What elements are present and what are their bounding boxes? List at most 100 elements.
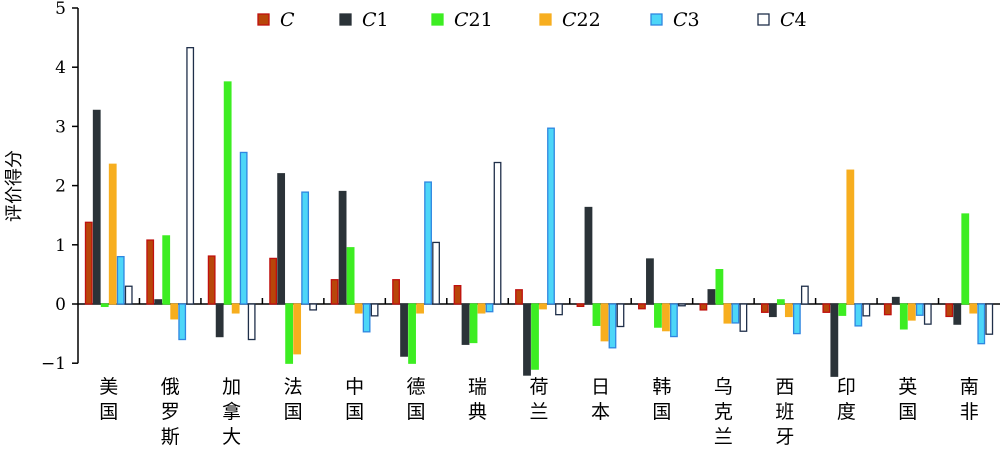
legend-label-main: C [280, 9, 295, 31]
bar-c [945, 303, 954, 318]
bar-c1 [400, 303, 408, 357]
bar-c21 [223, 81, 232, 305]
x-tick-label: 英 [898, 376, 917, 398]
bar-c [822, 303, 831, 313]
bar-c4 [493, 161, 502, 305]
x-tick-label: 国 [99, 401, 118, 423]
bar-c4 [739, 303, 748, 332]
legend-item-c1: C1 [339, 9, 389, 31]
bar-c4 [616, 303, 625, 328]
legend-label: C21 [454, 9, 493, 31]
x-tick-label: 国 [345, 401, 364, 423]
bar-c3 [792, 303, 801, 335]
bar-c [699, 303, 708, 311]
x-tick-label: 乌 [714, 376, 733, 398]
x-tick-label: 印 [837, 376, 856, 398]
bar-c3 [670, 303, 678, 338]
bar-c3 [485, 303, 494, 313]
x-tick-label: 国 [407, 401, 426, 423]
bar-c3 [731, 303, 740, 324]
legend-label-main: C [562, 9, 577, 31]
legend-item-c4: C4 [757, 9, 807, 31]
x-tick-label: 班 [775, 401, 794, 423]
axes: −1012345美国俄罗斯加拿大法国中国德国瑞典荷兰日本韩国乌克兰西班牙印度英国… [41, 0, 1000, 448]
bar-c [760, 303, 769, 313]
bar-c [453, 284, 462, 305]
y-axis-label: 评价得分 [4, 150, 25, 222]
x-tick-label: 加 [222, 376, 241, 398]
bar-c22 [108, 163, 117, 305]
x-tick-label: 斯 [161, 426, 180, 448]
x-tick-label: 国 [898, 401, 917, 423]
bar-c4 [432, 241, 440, 305]
bar-c22 [907, 303, 916, 321]
legend-label-sub: 3 [688, 9, 700, 31]
bar-c [883, 303, 892, 316]
bar-c [146, 239, 155, 305]
bar-c [269, 257, 278, 305]
x-tick-label: 美 [99, 376, 118, 398]
bar-c4 [923, 303, 932, 325]
bar-c22 [600, 303, 609, 342]
bar-c3 [854, 303, 863, 327]
y-tick-label: −1 [41, 354, 66, 374]
legend-swatch [650, 13, 663, 26]
legend-label-sub: 21 [469, 9, 493, 31]
legend-label: C22 [562, 9, 601, 31]
bar-c22 [293, 303, 302, 355]
bar-c1 [338, 190, 347, 305]
bar-c1 [277, 173, 286, 305]
bar-c1 [768, 303, 777, 318]
x-tick-label: 瑞 [468, 376, 487, 398]
y-tick-label: 3 [55, 117, 66, 137]
x-tick-label: 兰 [714, 426, 733, 448]
legend-item-c: C [257, 9, 295, 31]
bar-c [515, 289, 523, 305]
bar-c22 [662, 303, 670, 332]
legend-label-sub: 22 [577, 9, 601, 31]
bar-c1 [584, 206, 593, 305]
bar-c1 [891, 296, 900, 305]
bar-c1 [92, 109, 101, 305]
legend-swatch [257, 13, 270, 26]
bar-c22 [723, 303, 732, 324]
bar-c22 [170, 303, 179, 320]
legend-label: C4 [780, 9, 807, 31]
bar-c22 [354, 303, 363, 314]
bar-c21 [592, 303, 601, 326]
bar-c4 [247, 303, 256, 341]
bar-c [576, 303, 585, 308]
bar-c3 [608, 303, 617, 349]
y-tick-label: 5 [55, 0, 66, 19]
bar-c4 [309, 303, 318, 311]
bar-c1 [953, 303, 962, 325]
x-tick-label: 法 [284, 376, 303, 398]
x-tick-label: 罗 [161, 401, 180, 423]
legend-item-c22: C22 [539, 9, 601, 31]
bar-c22 [539, 303, 547, 310]
legend-label-main: C [673, 9, 688, 31]
bar-c22 [416, 303, 424, 314]
bar-c22 [846, 169, 855, 305]
legend-label-sub: 4 [795, 9, 807, 31]
bar-c4 [862, 303, 871, 317]
bar-c21 [469, 303, 478, 344]
bar-c4 [555, 303, 563, 316]
x-tick-label: 国 [284, 401, 303, 423]
bar-c21 [408, 303, 416, 364]
bar-c22 [477, 303, 486, 314]
bar-c22 [969, 303, 978, 314]
x-tick-label: 韩 [652, 376, 671, 398]
x-tick-label: 兰 [529, 401, 548, 423]
x-tick-label: 西 [775, 376, 794, 398]
bar-c21 [285, 303, 294, 364]
bar-c [638, 303, 646, 310]
bar-c21 [654, 303, 662, 328]
x-tick-label: 国 [652, 401, 671, 423]
bar-c [392, 279, 400, 305]
bar-c1 [154, 299, 163, 305]
y-tick-label: 0 [55, 295, 66, 315]
bar-c3 [424, 181, 432, 305]
bar-c1 [523, 303, 531, 376]
